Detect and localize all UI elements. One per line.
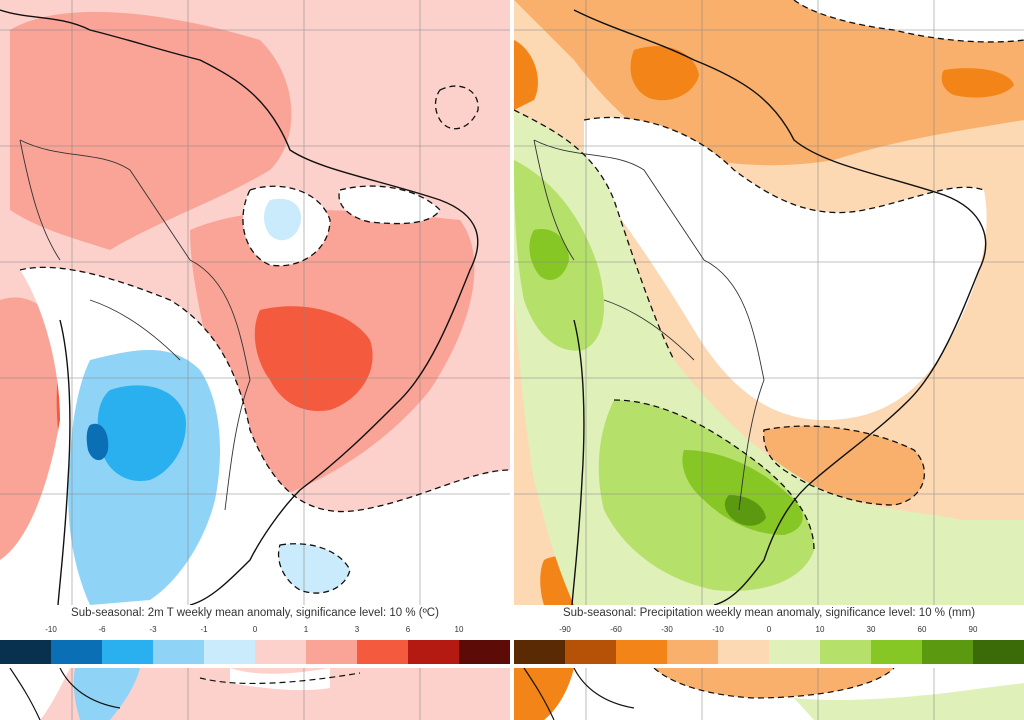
precipitation-colorbar	[514, 640, 1024, 664]
temperature-colorbar-swatch	[153, 640, 204, 664]
panel-divider	[510, 0, 514, 720]
temperature-colorbar-swatch	[102, 640, 153, 664]
dry-anomaly-core-west	[514, 40, 538, 110]
coastline	[9, 668, 121, 720]
temperature-colorbar-tick-label: 6	[405, 625, 411, 634]
pacific-coastline	[57, 319, 71, 605]
coastline	[523, 668, 635, 720]
temperature-colorbar-swatch	[255, 640, 306, 664]
temperature-colorbar-swatch	[204, 640, 255, 664]
dry-anomaly-core-north	[630, 46, 699, 101]
precipitation-colorbar-tick-label: -60	[610, 625, 622, 634]
dry-anomaly-region-south	[763, 426, 925, 505]
temperature-colorbar-tick-label: 3	[354, 625, 360, 634]
temperature-colorbar-swatch	[51, 640, 102, 664]
temperature-colorbar-swatch	[459, 640, 510, 664]
wet-anomaly-peak	[724, 495, 766, 526]
temperature-anomaly-map[interactable]	[0, 0, 510, 605]
precipitation-colorbar-tick-label: -90	[559, 625, 571, 634]
cold-anomaly-peak	[86, 423, 109, 461]
temperature-colorbar-swatch	[357, 640, 408, 664]
significance-contours	[514, 0, 1024, 551]
wet-anomaly-region	[794, 683, 1024, 720]
coastline	[0, 9, 479, 605]
map-gridlines	[514, 0, 1024, 605]
precipitation-colorbar-swatch	[871, 640, 922, 664]
precipitation-colorbar-tick-label: 10	[815, 625, 825, 634]
precipitation-colorbar-tick-label: 90	[968, 625, 978, 634]
dry-anomaly-core-atlantic	[941, 68, 1014, 98]
cold-anomaly-core	[97, 385, 186, 481]
temperature-colorbar-tick-label: 10	[454, 625, 464, 634]
wet-anomaly-core	[682, 450, 803, 535]
precipitation-colorbar-swatch	[718, 640, 769, 664]
neutral-region-east	[230, 668, 330, 691]
temperature-colorbar-tick-label: -3	[149, 625, 157, 634]
significance-contours	[653, 668, 895, 699]
precipitation-colorbar-tick-label: -10	[712, 625, 724, 634]
neutral-region-east	[339, 186, 440, 224]
cold-anomaly-region	[73, 668, 140, 720]
precipitation-colorbar-swatch	[514, 640, 565, 664]
precipitation-colorbar-tick-label: 60	[917, 625, 927, 634]
precipitation-colorbar-tick-label: 0	[766, 625, 772, 634]
neutral-region-top	[794, 0, 1024, 42]
dry-anomaly-region	[514, 668, 574, 720]
temperature-colorbar-swatch	[0, 640, 51, 664]
precipitation-colorbar-ticks: -90 -60 -30 -10 0 10 30 60 90	[514, 625, 1024, 637]
significance-contours	[199, 672, 361, 685]
precipitation-map-canvas	[514, 0, 1024, 605]
precipitation-colorbar-swatch	[769, 640, 820, 664]
wet-anomaly-core-andes	[529, 229, 569, 280]
significance-contours	[19, 85, 510, 594]
temperature-map-next-week[interactable]	[0, 668, 510, 720]
pacific-coastline	[571, 319, 585, 605]
temperature-colorbar	[0, 640, 510, 664]
map-gridlines	[0, 0, 510, 605]
temperature-next-canvas	[0, 668, 510, 720]
precipitation-next-canvas	[514, 668, 1024, 720]
precipitation-colorbar-tick-label: -30	[661, 625, 673, 634]
neutral-region	[0, 668, 70, 720]
temperature-map-canvas	[0, 0, 510, 605]
temperature-colorbar-tick-label: -6	[98, 625, 106, 634]
temperature-colorbar-swatch	[306, 640, 357, 664]
precipitation-colorbar-swatch	[922, 640, 973, 664]
cool-anomaly-patch-south	[278, 543, 350, 594]
map-gridlines	[585, 668, 935, 720]
country-borders	[19, 139, 251, 511]
precipitation-map-title: Sub-seasonal: Precipitation weekly mean …	[562, 607, 976, 619]
cool-anomaly-patch	[264, 198, 301, 241]
temperature-colorbar-ticks: -10 -6 -3 -1 0 1 3 6 10	[0, 625, 510, 637]
hot-anomaly-core	[254, 306, 373, 411]
temperature-colorbar-swatch	[408, 640, 459, 664]
temperature-colorbar-tick-label: -1	[200, 625, 208, 634]
precipitation-colorbar-swatch	[973, 640, 1024, 664]
precipitation-colorbar-swatch	[667, 640, 718, 664]
temperature-map-title: Sub-seasonal: 2m T weekly mean anomaly, …	[71, 607, 439, 619]
precipitation-colorbar-tick-label: 30	[866, 625, 876, 634]
temperature-colorbar-tick-label: -10	[45, 625, 57, 634]
precipitation-colorbar-swatch	[616, 640, 667, 664]
precipitation-colorbar-swatch	[820, 640, 871, 664]
precipitation-colorbar-swatch	[565, 640, 616, 664]
country-borders	[533, 139, 765, 511]
neutral-region-central	[584, 117, 987, 420]
precipitation-anomaly-map[interactable]	[514, 0, 1024, 605]
map-gridlines	[71, 668, 421, 720]
coastline	[573, 9, 987, 605]
temperature-colorbar-tick-label: 1	[303, 625, 309, 634]
dry-anomaly-region-north	[654, 668, 894, 698]
precipitation-map-next-week[interactable]	[514, 668, 1024, 720]
temperature-colorbar-tick-label: 0	[252, 625, 258, 634]
